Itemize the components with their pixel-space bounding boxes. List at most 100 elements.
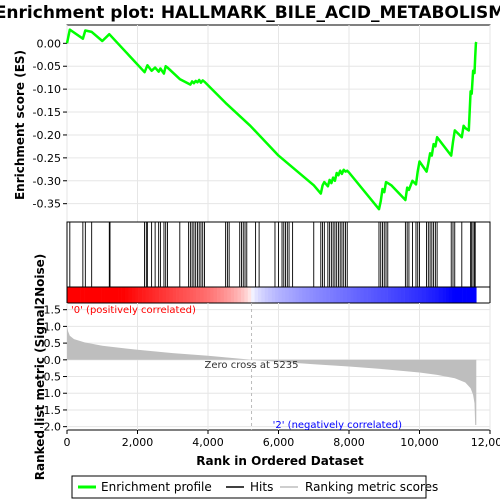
- ribbon-segment: [442, 287, 446, 303]
- legend-box: [71, 475, 427, 499]
- ribbon-segment: [159, 287, 163, 303]
- ribbon-segment: [176, 287, 180, 303]
- ribbon-segment: [155, 287, 160, 303]
- ribbon-segment: [73, 287, 78, 303]
- ribbon-segment: [462, 287, 467, 303]
- ribbon-segment: [438, 287, 443, 303]
- metric-grid: [66, 303, 491, 430]
- ribbon-segment: [428, 287, 433, 303]
- ribbon-segment: [271, 287, 276, 303]
- x-tick-label: 6,000: [263, 436, 295, 449]
- ribbon-segment: [421, 287, 426, 303]
- ribbon-segment: [210, 287, 214, 303]
- metric-tick-label: -1.0: [40, 387, 61, 400]
- ribbon-segment: [459, 287, 463, 303]
- ribbon-segment: [408, 287, 412, 303]
- ribbon-segment: [452, 287, 457, 303]
- ribbon-segment: [128, 287, 133, 303]
- ribbon-segment: [285, 287, 289, 303]
- ribbon-segment: [145, 287, 150, 303]
- ribbon-segment: [196, 287, 201, 303]
- ribbon-segment: [90, 287, 95, 303]
- ribbon-segment: [70, 287, 75, 303]
- ribbon-segment: [121, 287, 126, 303]
- ribbon-segment: [404, 287, 409, 303]
- ribbon-segment: [84, 287, 88, 303]
- ribbon-segment: [384, 287, 388, 303]
- zero-cross-label: Zero cross at 5235: [205, 360, 299, 371]
- ribbon-segment: [240, 287, 245, 303]
- ribbon-segment: [203, 287, 208, 303]
- ribbon-segment: [206, 287, 211, 303]
- ribbon-segment: [169, 287, 174, 303]
- ribbon-segment: [394, 287, 399, 303]
- ribbon-segment: [111, 287, 116, 303]
- ribbon-segment: [220, 287, 225, 303]
- ribbon-segment: [414, 287, 419, 303]
- ribbon-segment: [230, 287, 235, 303]
- es-tick-label: -0.30: [33, 175, 61, 188]
- ribbon-segment: [193, 287, 197, 303]
- es-tick-label: -0.25: [33, 152, 61, 165]
- ribbon-segment: [298, 287, 303, 303]
- x-axis-label: Rank in Ordered Dataset: [196, 454, 364, 468]
- legend-label-hits: Hits: [250, 480, 273, 494]
- ribbon-segment: [305, 287, 310, 303]
- es-tick-label: -0.10: [33, 83, 61, 96]
- ribbon-segment: [257, 287, 262, 303]
- ribbon-segment: [107, 287, 112, 303]
- ribbon-segment: [200, 287, 204, 303]
- es-tick-label: -0.20: [33, 129, 61, 142]
- ribbon-segment: [148, 287, 153, 303]
- metric-y-axis-label: Ranked list metric (Signal2Noise): [33, 254, 47, 481]
- metric-tick-label: -0.5: [40, 371, 61, 384]
- ribbon-segment: [124, 287, 129, 303]
- ribbon-segment: [411, 287, 416, 303]
- ribbon-segment: [356, 287, 361, 303]
- ribbon-segment: [234, 287, 238, 303]
- ribbon-segment: [165, 287, 170, 303]
- ribbon-segment: [370, 287, 375, 303]
- metric-tick-label: -1.5: [40, 404, 61, 417]
- rank-color-ribbon: [67, 287, 477, 303]
- es-grid: [66, 25, 491, 222]
- ribbon-segment: [435, 287, 440, 303]
- ribbon-segment: [312, 287, 317, 303]
- ribbon-segment: [390, 287, 395, 303]
- metric-tick-label: 1.5: [44, 304, 62, 317]
- ribbon-segment: [466, 287, 470, 303]
- ribbon-segment: [343, 287, 347, 303]
- ribbon-segment: [288, 287, 293, 303]
- ribbon-segment: [77, 287, 81, 303]
- ribbon-segment: [101, 287, 105, 303]
- positive-correlation-label: '0' (positively correlated): [71, 305, 196, 316]
- x-tick-label: 2,000: [122, 436, 154, 449]
- metric-tick-label: -2.0: [40, 421, 61, 434]
- es-tick-label: 0.00: [37, 37, 62, 50]
- negative-correlation-label: '2' (negatively correlated): [273, 420, 402, 431]
- ribbon-segment: [189, 287, 194, 303]
- x-tick-label: 0: [64, 436, 71, 449]
- metric-tick-label: 1.0: [44, 320, 62, 333]
- es-profile-line: [65, 28, 478, 211]
- ribbon-segment: [401, 287, 405, 303]
- ribbon-segment: [104, 287, 109, 303]
- ribbon-segment: [292, 287, 296, 303]
- ribbon-segment: [333, 287, 337, 303]
- ribbon-segment: [353, 287, 358, 303]
- ribbon-segment: [397, 287, 402, 303]
- ribbon-segment: [251, 287, 255, 303]
- ribbon-segment: [322, 287, 327, 303]
- ribbon-segment: [373, 287, 378, 303]
- ribbon-segment: [179, 287, 184, 303]
- ribbon-segment: [254, 287, 259, 303]
- ribbon-segment: [278, 287, 283, 303]
- ribbon-segment: [172, 287, 177, 303]
- ribbon-segment: [431, 287, 436, 303]
- ribbon-segment: [281, 287, 286, 303]
- ribbon-segment: [346, 287, 351, 303]
- es-tick-label: -0.05: [33, 60, 61, 73]
- ribbon-segment: [295, 287, 300, 303]
- chart-title: Enrichment plot: HALLMARK_BILE_ACID_META…: [0, 3, 500, 23]
